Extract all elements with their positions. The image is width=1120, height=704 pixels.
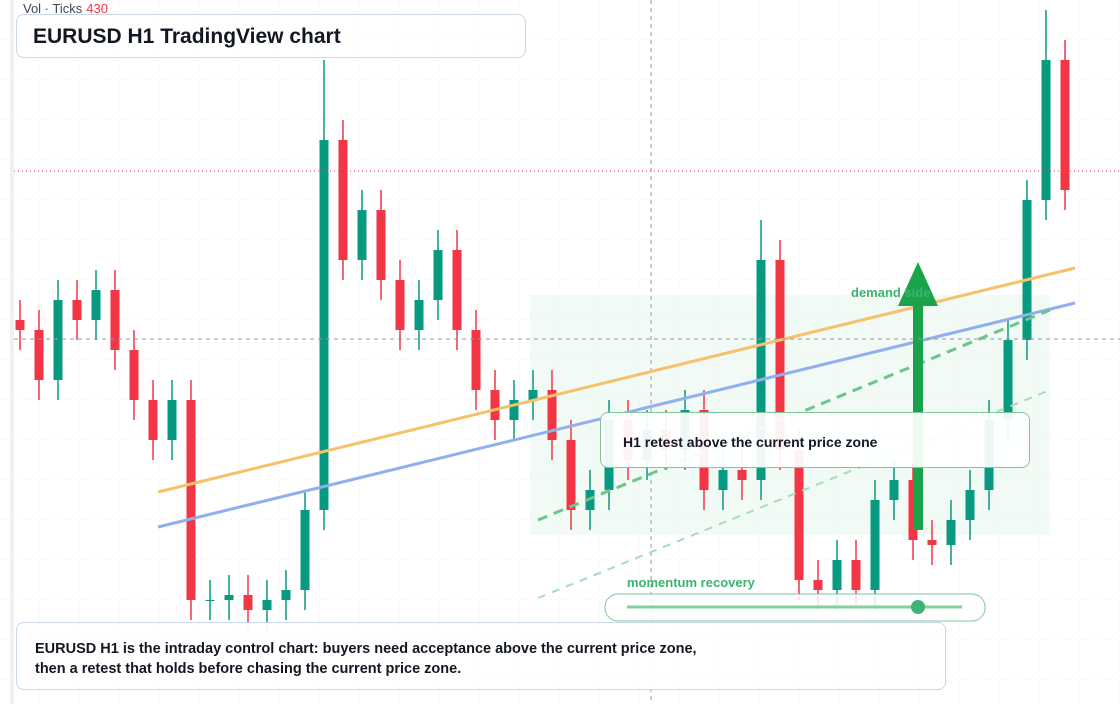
candle-body: [129, 350, 139, 400]
candle-body: [870, 500, 880, 590]
candle-body: [300, 510, 310, 590]
candle-body: [813, 580, 823, 590]
candle-body: [452, 250, 462, 330]
candle-body: [15, 320, 25, 330]
candle-body: [547, 390, 557, 440]
candle-body: [1022, 200, 1032, 340]
zone-label: demand side: [851, 285, 931, 300]
candle-body: [851, 560, 861, 590]
slider-thumb[interactable]: [911, 600, 925, 614]
left-edge: [10, 0, 14, 704]
candle-body: [471, 330, 481, 390]
candle-body: [110, 290, 120, 350]
candle-body: [528, 390, 538, 400]
callout: H1 retest above the current price zone: [600, 412, 1030, 468]
candle-body: [490, 390, 500, 420]
candle-body: [53, 300, 63, 380]
candle-body: [946, 520, 956, 545]
note-text: EURUSD H1 is the intraday control chart:…: [35, 641, 697, 677]
candle-body: [338, 140, 348, 260]
candle-body: [927, 540, 937, 545]
candle-body: [357, 210, 367, 260]
candle-body: [832, 560, 842, 590]
candle-body: [205, 600, 215, 601]
title: EURUSD H1 TradingView chart: [33, 25, 341, 48]
callout-text: H1 retest above the current price zone: [623, 434, 878, 450]
candle-body: [509, 400, 519, 420]
candle-body: [148, 400, 158, 440]
volume-legend: Vol · Ticks 430: [23, 1, 108, 16]
candle-body: [167, 400, 177, 440]
candle-body: [737, 470, 747, 480]
candle-body: [794, 450, 804, 580]
candle-body: [376, 210, 386, 280]
candle-body: [756, 260, 766, 480]
candle-body: [1003, 340, 1013, 420]
title-box: EURUSD H1 TradingView chart: [16, 14, 526, 58]
candle-body: [72, 300, 82, 320]
candle-body: [433, 250, 443, 300]
slider-label: momentum recovery: [627, 575, 755, 590]
candle-body: [1041, 60, 1051, 200]
candle-body: [186, 400, 196, 600]
note-box: EURUSD H1 is the intraday control chart:…: [16, 622, 946, 690]
vol-label: Vol · Ticks: [23, 1, 83, 16]
candle-body: [1060, 60, 1070, 190]
candle-body: [889, 480, 899, 500]
candle-body: [91, 290, 101, 320]
candle-body: [319, 140, 329, 510]
candle-body: [34, 330, 44, 380]
candle-body: [775, 260, 785, 450]
candle-body: [566, 440, 576, 510]
candle-body: [965, 490, 975, 520]
candle-body: [262, 600, 272, 610]
arrow-head: [898, 262, 938, 306]
candle-body: [395, 280, 405, 330]
candle-body: [281, 590, 291, 600]
candle-body: [224, 595, 234, 600]
trend-line: [537, 389, 1051, 599]
vol-value: 430: [86, 1, 108, 16]
candle-body: [414, 300, 424, 330]
candle-body: [243, 595, 253, 610]
candle-body: [718, 470, 728, 490]
